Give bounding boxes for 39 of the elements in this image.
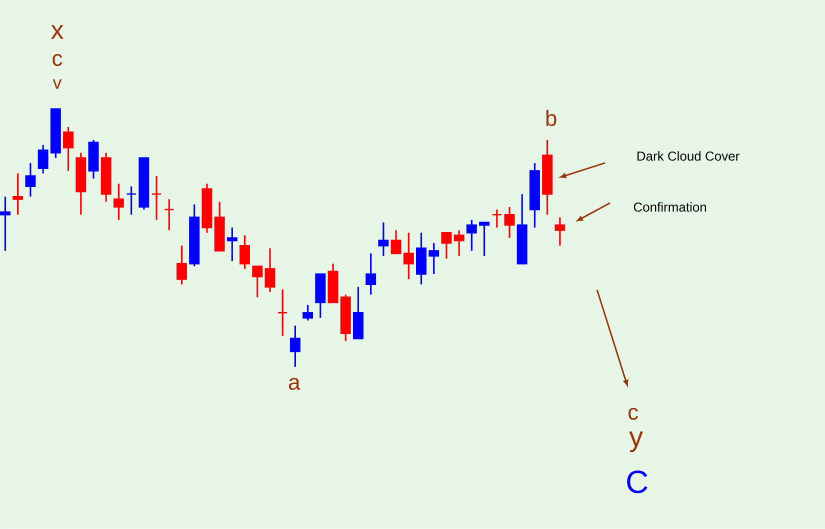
candlestick — [428, 242, 440, 275]
candlestick — [290, 324, 300, 368]
candlestick — [25, 162, 36, 198]
candlestick — [151, 175, 162, 221]
candlestick — [492, 208, 502, 228]
candlestick — [0, 196, 10, 252]
text: Dark Cloud Cover — [637, 151, 740, 161]
candlestick — [63, 126, 74, 172]
text: c — [52, 54, 62, 66]
candlestick — [38, 144, 48, 174]
candlestick — [454, 229, 464, 257]
candlestick — [264, 248, 276, 293]
candlestick — [479, 222, 490, 257]
candlestick — [378, 222, 389, 257]
candlestick — [504, 206, 515, 239]
candlestick — [113, 183, 124, 221]
annotation: b — [546, 110, 556, 126]
candlestick — [226, 226, 238, 262]
text: Confirmation — [634, 202, 706, 212]
candlestick — [164, 198, 174, 232]
text: C — [627, 470, 648, 494]
candlestick — [12, 172, 24, 216]
candlestick — [466, 219, 477, 252]
candlestick — [126, 186, 137, 216]
candlestick — [302, 304, 314, 322]
text: y — [629, 432, 643, 452]
candlestick — [277, 288, 288, 337]
candlestick — [441, 232, 452, 260]
candlestick — [176, 244, 187, 286]
text: x — [51, 25, 64, 39]
candlestick — [554, 216, 566, 247]
candlestick — [403, 232, 414, 280]
candlestick — [390, 229, 402, 254]
candlestick — [240, 234, 250, 270]
text: v — [52, 79, 62, 89]
candlestick — [252, 266, 263, 298]
text: c — [628, 408, 638, 420]
candlestick — [366, 252, 376, 296]
text: a — [288, 378, 300, 390]
